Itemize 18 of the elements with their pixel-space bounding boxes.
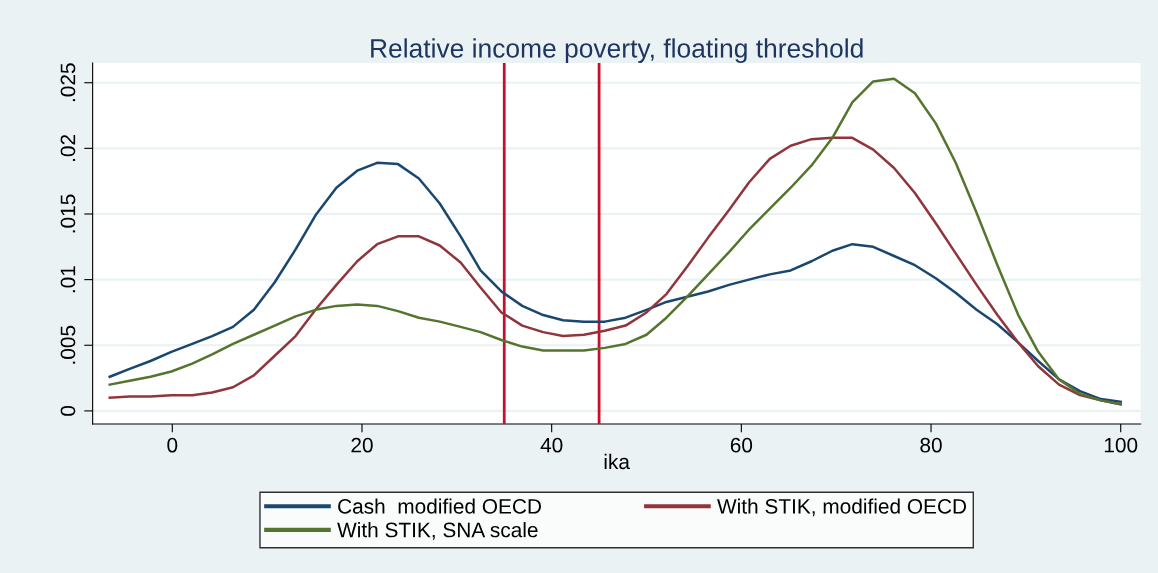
x-tick-label: 40: [540, 437, 563, 453]
legend-label: Cash modified OECD: [338, 498, 541, 514]
y-tick-label: .02: [60, 134, 76, 161]
x-axis-title: ika: [604, 453, 630, 470]
x-tick-label: 100: [1104, 437, 1138, 453]
y-tick-label: .025: [60, 63, 76, 102]
x-tick-label: 80: [920, 437, 942, 453]
y-tick-label: .015: [60, 194, 76, 233]
legend-label: With STIK, modified OECD: [717, 498, 967, 517]
chart-title: Relative income poverty, floating threshold: [371, 38, 863, 63]
y-tick-label: .01: [60, 266, 76, 293]
x-tick-label: 20: [351, 437, 373, 453]
legend-label: With STIK, SNA scale: [337, 522, 538, 540]
x-tick-label: 0: [167, 437, 178, 453]
y-tick-label: .005: [60, 325, 76, 364]
y-tick-label: 0: [60, 405, 76, 416]
x-tick-label: 60: [730, 437, 753, 453]
line-series: [108, 77, 1122, 406]
